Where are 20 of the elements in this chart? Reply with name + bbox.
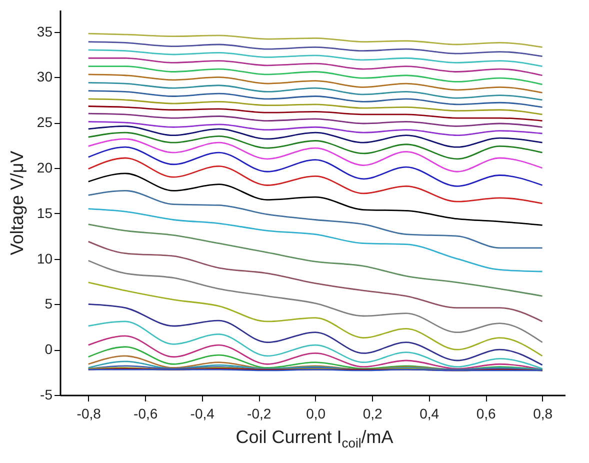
y-tick-label: 35 (36, 23, 53, 40)
y-tick-label: 10 (36, 250, 53, 266)
y-tick-label: 0 (44, 341, 53, 358)
x-tick-label: 0,6 (476, 406, 496, 422)
x-tick-label: -0,6 (134, 406, 158, 422)
x-tick-label: -0,2 (247, 406, 272, 422)
y-tick-label: 20 (36, 159, 53, 176)
y-axis-title: Voltage V/μV (6, 150, 27, 256)
x-tick-label: 0,8 (533, 406, 553, 422)
y-tick-label: 25 (36, 114, 53, 130)
x-tick-label: -0,8 (76, 406, 102, 422)
y-tick-label: 5 (44, 296, 53, 312)
y-tick-label: -5 (40, 386, 53, 402)
x-tick-label: 0,0 (306, 406, 326, 422)
y-tick-label: 30 (36, 68, 53, 85)
y-tick-label: 15 (36, 204, 53, 221)
x-tick-label: 0,4 (420, 406, 440, 422)
x-tick-label: -0,4 (190, 406, 215, 422)
x-axis-title: Coil Current I$_{coil}$/mA (234, 427, 394, 451)
x-tick-label: 0,2 (362, 406, 383, 422)
